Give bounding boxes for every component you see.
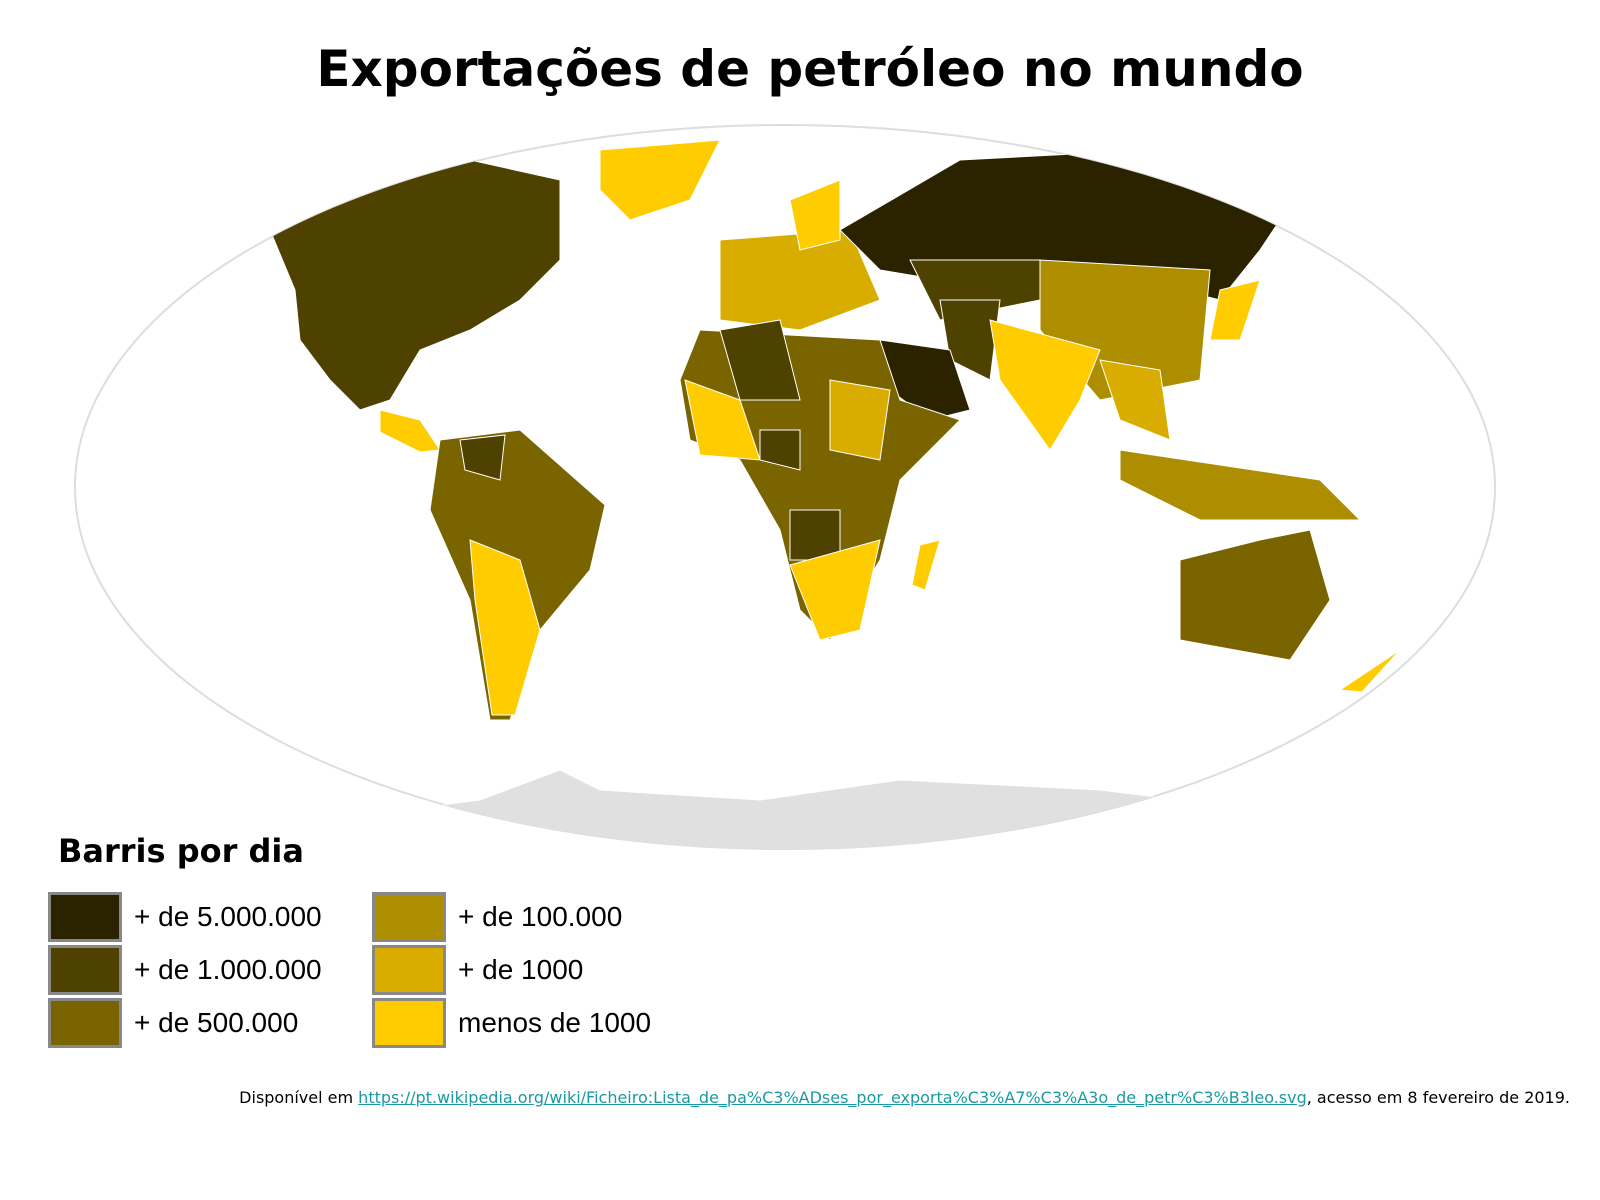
country [789,539,881,641]
legend-swatch [48,892,122,942]
country [1338,649,1401,693]
legend-item: + de 5.000.000 [48,892,322,942]
legend-swatch [372,998,446,1048]
country [679,329,961,641]
legend-item: + de 1000 [372,945,583,995]
country [759,429,801,471]
legend-item: + de 500.000 [48,998,298,1048]
legend-label: + de 1000 [458,954,584,985]
legend-item: + de 100.000 [372,892,622,942]
source-note: Disponível em https://pt.wikipedia.org/w… [239,1088,1570,1107]
country [1179,529,1331,661]
legend-title: Barris por dia [58,832,304,870]
legend-item: + de 1.000.000 [48,945,322,995]
country [789,179,841,251]
legend-label: + de 500.000 [134,1007,299,1038]
country [911,539,941,591]
legend-label: + de 5.000.000 [134,901,322,932]
legend-swatch [372,892,446,942]
country [829,379,891,461]
map-title: Exportações de petróleo no mundo [316,40,1304,98]
source-suffix: , acesso em 8 fevereiro de 2019. [1306,1088,1570,1107]
legend-label: + de 100.000 [458,901,623,932]
country [1119,449,1362,521]
country [599,139,721,221]
legend-swatch [48,998,122,1048]
country [459,434,506,481]
legend-item: menos de 1000 [372,998,651,1048]
legend-label: menos de 1000 [458,1007,652,1038]
source-link[interactable]: https://pt.wikipedia.org/wiki/Ficheiro:L… [358,1088,1307,1107]
legend-swatch [372,945,446,995]
country [469,539,541,716]
country [939,299,1001,381]
country [989,319,1101,451]
country [228,159,561,411]
country [1209,279,1261,341]
source-prefix: Disponível em [239,1088,354,1107]
legend-label: + de 1.000.000 [134,954,322,985]
country [1099,359,1171,441]
world-map [74,124,1496,850]
country [379,409,441,453]
country [719,319,801,401]
country [789,509,841,561]
legend-swatch [48,945,122,995]
